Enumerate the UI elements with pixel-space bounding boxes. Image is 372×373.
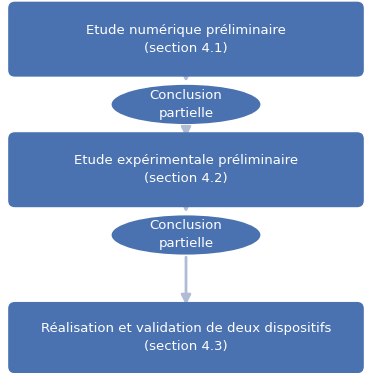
FancyBboxPatch shape [8,302,364,373]
Ellipse shape [112,85,260,124]
Text: Conclusion
partielle: Conclusion partielle [150,89,222,120]
FancyBboxPatch shape [8,1,364,77]
Text: Conclusion
partielle: Conclusion partielle [150,219,222,251]
Text: Etude expérimentale préliminaire
(section 4.2): Etude expérimentale préliminaire (sectio… [74,154,298,185]
Text: Etude numérique préliminaire
(section 4.1): Etude numérique préliminaire (section 4.… [86,23,286,55]
Ellipse shape [112,216,260,254]
Text: Réalisation et validation de deux dispositifs
(section 4.3): Réalisation et validation de deux dispos… [41,322,331,353]
FancyBboxPatch shape [8,132,364,207]
